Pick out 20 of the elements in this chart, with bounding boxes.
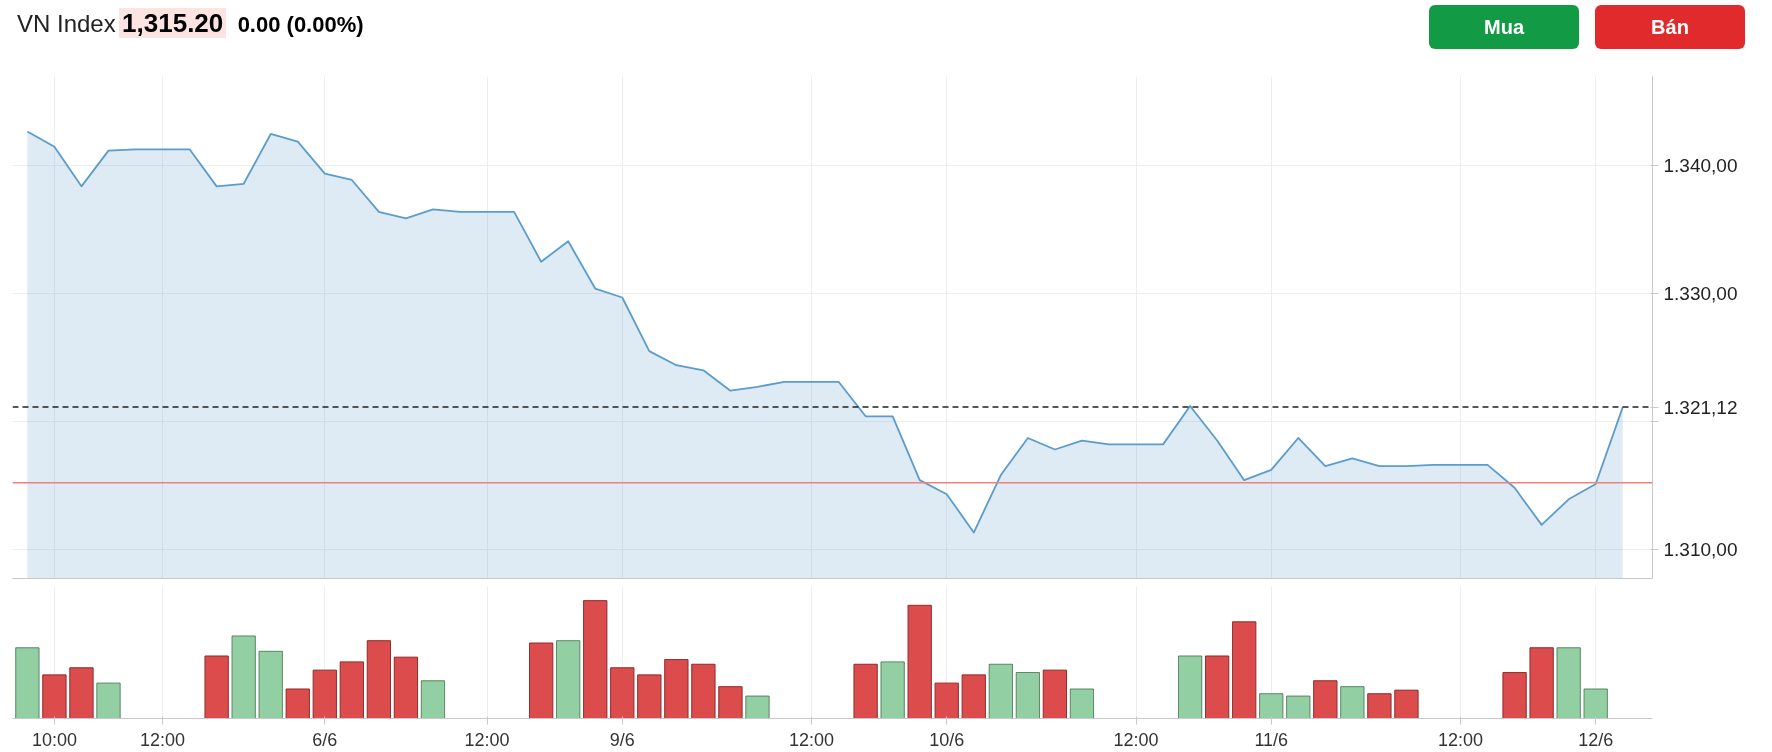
x-tick-label: 10/6 <box>929 729 965 750</box>
text: Mua <box>1429 5 1579 49</box>
x-tick-label: 12:00 <box>464 729 510 750</box>
x-tick-label: 6/6 <box>312 729 338 750</box>
x-tick-label: 12:00 <box>140 729 186 750</box>
ref-line-label: 1.321,12 <box>1663 396 1738 418</box>
y-tick-label: 1.310,00 <box>1663 538 1738 560</box>
x-tick-label: 12:00 <box>1113 729 1159 750</box>
x-tick-label: 12:00 <box>1437 729 1484 750</box>
y-tick-label: 1.340,00 <box>1663 155 1738 177</box>
x-tick-label: 9/6 <box>609 729 635 750</box>
text: Bán <box>1595 5 1745 49</box>
text: 1,315.20 <box>119 8 227 38</box>
x-tick-label: 11/6 <box>1254 729 1289 750</box>
y-tick-label: 1.330,00 <box>1663 283 1738 305</box>
chart-title: VN Index <box>17 10 116 37</box>
x-tick-label: 10:00 <box>31 729 77 750</box>
x-tick-label: 12:00 <box>789 729 835 750</box>
text: 0.00 (0.00%) <box>237 12 364 37</box>
x-tick-label: 12/6 <box>1578 729 1614 750</box>
